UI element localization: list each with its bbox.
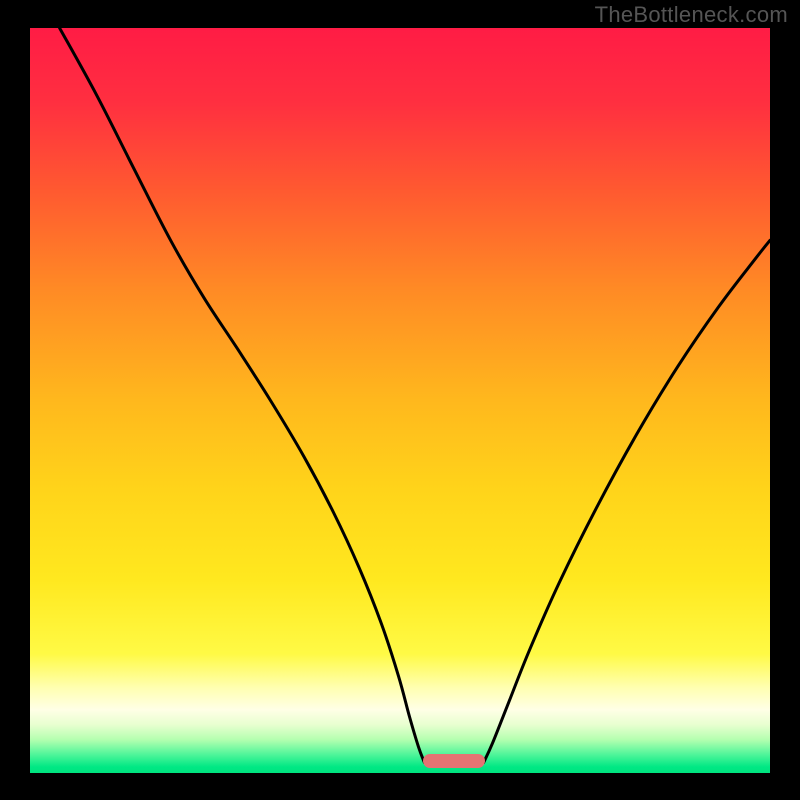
plot-area [30,28,770,773]
left-curve [60,28,425,763]
chart-root: TheBottleneck.com [0,0,800,800]
watermark-text: TheBottleneck.com [595,2,788,28]
right-curve [484,240,770,762]
curve-overlay [30,28,770,773]
bottleneck-marker [423,754,486,767]
